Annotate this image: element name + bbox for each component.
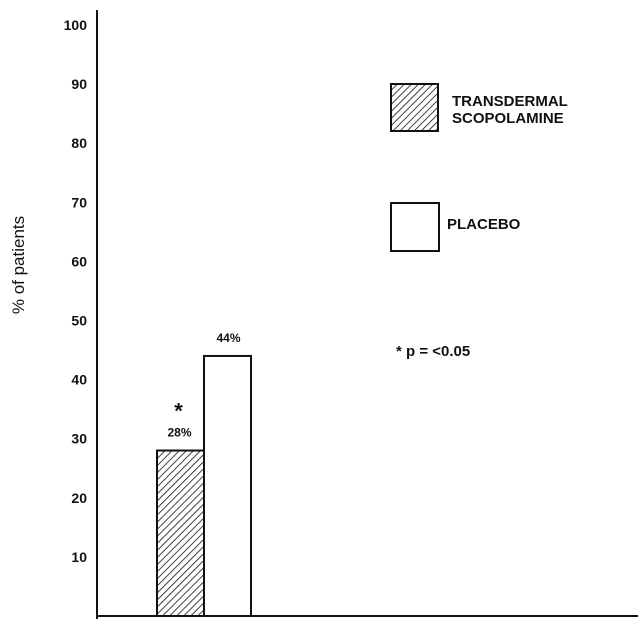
legend-swatch-scopolamine: [390, 83, 439, 132]
legend-label-placebo: PLACEBO: [447, 216, 521, 233]
y-axis-label: % of patients: [9, 216, 28, 314]
legend-label-scopolamine-line2: SCOPOLAMINE: [452, 110, 564, 127]
y-tick-label: 10: [71, 549, 87, 565]
y-tick-label: 60: [71, 253, 87, 269]
data-label: 28%: [167, 426, 191, 440]
y-tick-label: 50: [71, 313, 87, 329]
y-tick-label: 70: [71, 194, 87, 210]
legend-swatch-placebo: [390, 202, 440, 252]
y-tick-label: 30: [71, 431, 87, 447]
significance-note: * p = <0.05: [396, 343, 470, 360]
y-tick-label: 80: [71, 135, 87, 151]
significance-marker: *: [174, 399, 183, 424]
y-tick-label: 100: [64, 17, 88, 33]
y-tick-label: 90: [71, 76, 87, 92]
bars: 28% * 44%: [156, 331, 252, 617]
y-tick-label: 40: [71, 372, 87, 388]
y-tick-labels: 10 20 30 40 50 60 70 80 90 100: [64, 17, 88, 565]
y-tick-label: 20: [71, 490, 87, 506]
legend: TRANSDERMAL SCOPOLAMINE PLACEBO: [390, 83, 568, 252]
bar-scopolamine: [156, 449, 205, 617]
legend-label-scopolamine-line1: TRANSDERMAL: [452, 93, 568, 110]
data-label: 44%: [216, 331, 240, 345]
bar-placebo: [203, 354, 252, 617]
